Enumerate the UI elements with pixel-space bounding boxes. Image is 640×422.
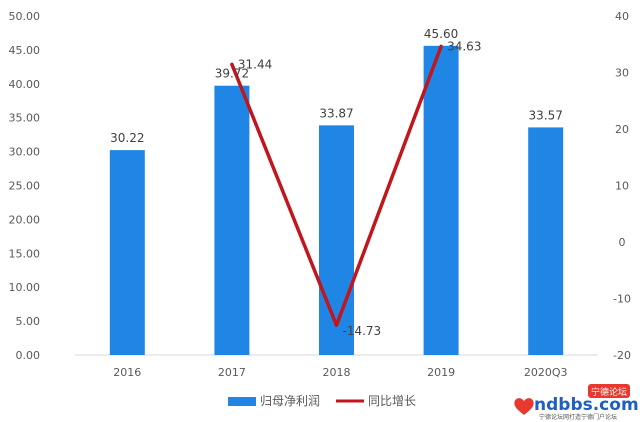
- left-tick-label: 45.00: [9, 44, 41, 57]
- bar: [109, 150, 145, 355]
- right-tick-label: -20: [613, 349, 631, 362]
- line-data-labels: 31.44 -14.73 34.63: [238, 39, 482, 338]
- bar-value-label: 33.57: [529, 108, 563, 122]
- right-tick-label: 20: [615, 123, 629, 136]
- bar: [214, 85, 250, 356]
- watermark-tagline: 宁德论坛网打造宁德门户论坛: [539, 413, 617, 421]
- left-tick-label: 20.00: [9, 213, 41, 226]
- bar: [528, 127, 564, 355]
- left-tick-label: 50.00: [9, 10, 41, 23]
- left-tick-label: 15.00: [9, 247, 41, 260]
- x-tick-label: 2020Q3: [524, 366, 568, 379]
- x-tick-label: 2019: [427, 366, 455, 379]
- left-tick-label: 0.00: [16, 349, 41, 362]
- legend-label-bar: 归母净利润: [260, 394, 320, 408]
- bar-data-labels: 30.22 39.72 33.87 45.60 33.57: [110, 27, 563, 145]
- left-tick-label: 30.00: [9, 146, 41, 159]
- right-tick-label: 30: [615, 67, 629, 80]
- heart-icon: [514, 398, 534, 415]
- bar-value-label: 33.87: [319, 106, 353, 120]
- watermark-logo: 宁德论坛 ndbbs.com 宁德论坛网打造宁德门户论坛: [514, 384, 639, 421]
- legend: 归母净利润 同比增长: [228, 394, 416, 408]
- left-tick-label: 25.00: [9, 180, 41, 193]
- watermark-badge-text: 宁德论坛: [591, 386, 627, 398]
- bar-value-label: 45.60: [424, 27, 458, 41]
- right-tick-label: 0: [619, 236, 626, 249]
- right-tick-label: 40: [615, 10, 629, 23]
- watermark-badge: [588, 384, 630, 398]
- growth-line: [230, 44, 443, 327]
- left-tick-label: 35.00: [9, 112, 41, 125]
- right-tick-label: -10: [613, 293, 631, 306]
- bar-series: [109, 45, 564, 356]
- left-tick-label: 5.00: [16, 315, 41, 328]
- bar-value-label: 39.72: [215, 67, 249, 81]
- x-tick-label: 2018: [323, 366, 351, 379]
- bar: [319, 125, 354, 356]
- left-axis-ticks: 0.00 5.00 10.00 15.00 20.00 25.00 30.00 35.00 40…: [9, 10, 41, 362]
- legend-label-line: 同比增长: [368, 394, 416, 408]
- x-axis-ticks: 2016 2017 2018 2019 2020Q3: [113, 366, 567, 379]
- right-axis-ticks: -20 -10 0 10 20 30 40: [613, 10, 631, 362]
- line-value-label: 31.44: [238, 57, 272, 71]
- left-tick-label: 10.00: [9, 281, 41, 294]
- x-tick-label: 2016: [113, 366, 141, 379]
- bar-value-label: 30.22: [110, 131, 144, 145]
- bar: [423, 45, 459, 355]
- legend-swatch-bar: [228, 397, 256, 406]
- line-value-label: -14.73: [343, 324, 382, 338]
- watermark-brand: ndbbs.com: [534, 395, 639, 415]
- line-value-label: 34.63: [447, 39, 481, 53]
- x-tick-label: 2017: [218, 366, 246, 379]
- line-series: [230, 44, 443, 327]
- right-tick-label: 10: [615, 180, 629, 193]
- left-tick-label: 40.00: [9, 78, 41, 91]
